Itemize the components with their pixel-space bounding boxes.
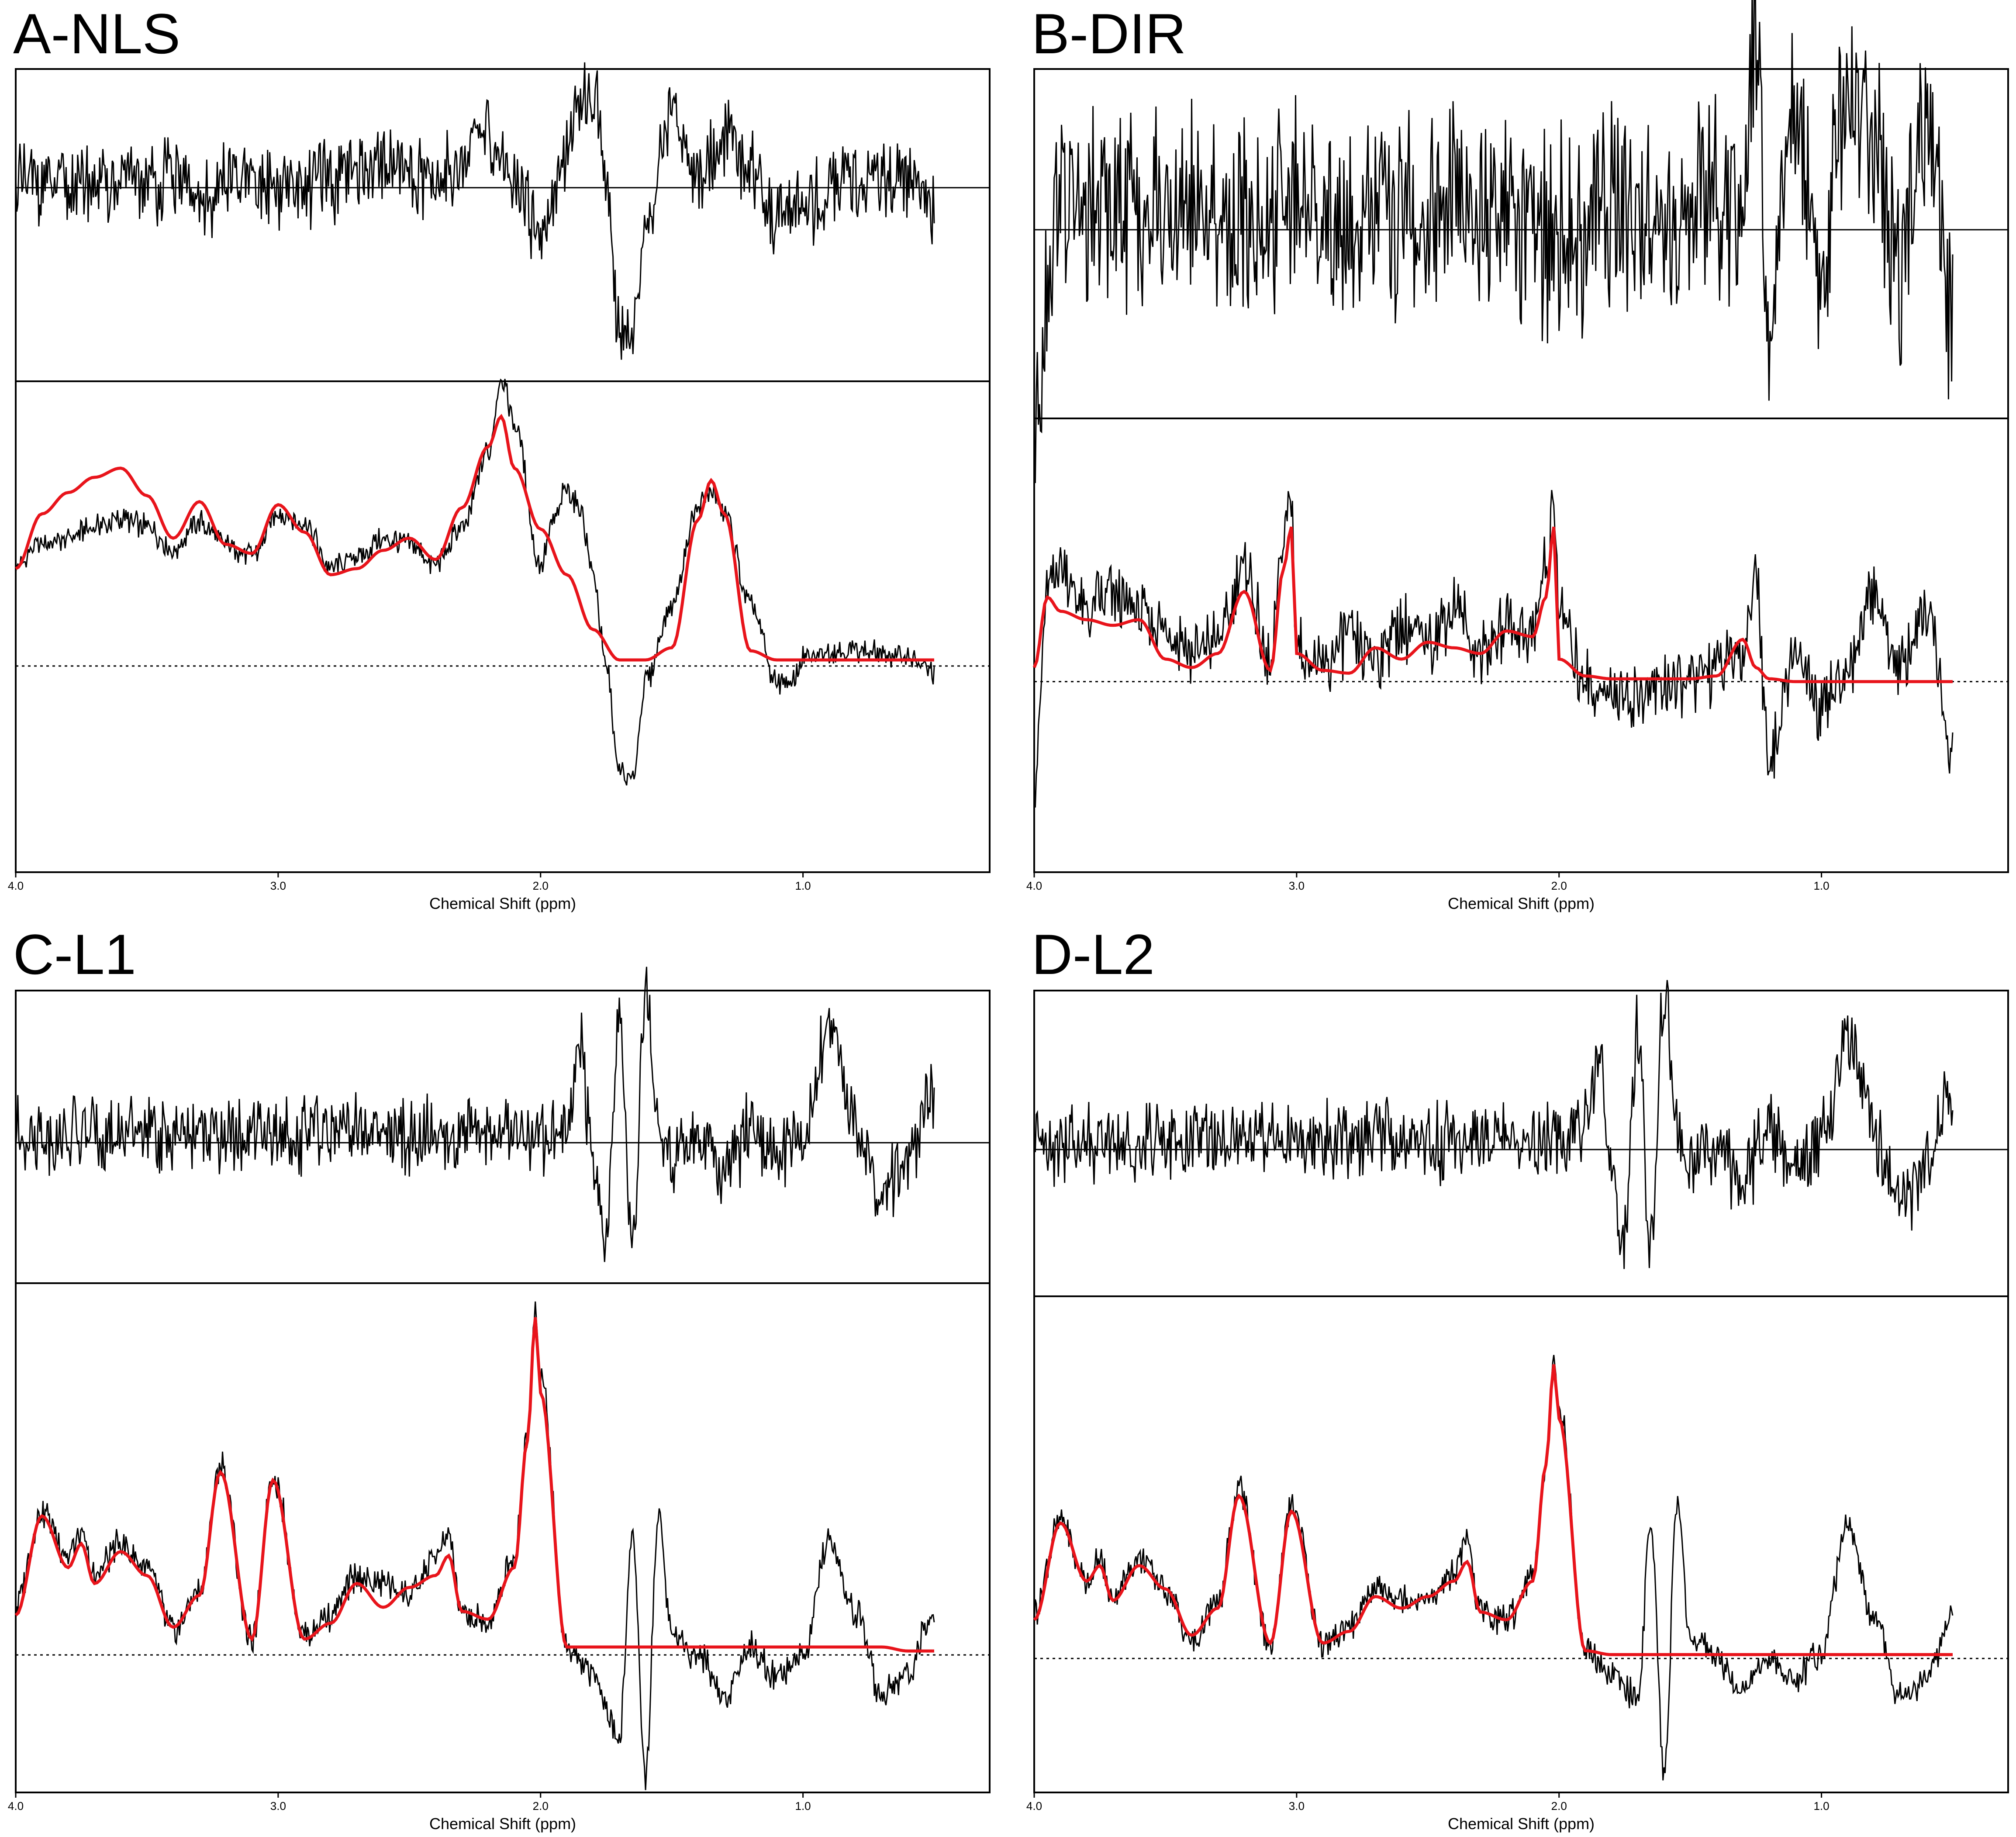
x-tick-label: 4.0 xyxy=(1026,879,1042,892)
residual-frame xyxy=(15,68,991,382)
spectrum-trace xyxy=(1033,490,1954,808)
panel-title: B-DIR xyxy=(1032,2,1186,66)
spectrum-frame xyxy=(15,1282,991,1793)
fit-curve xyxy=(14,1317,934,1653)
x-axis-title: Chemical Shift (ppm) xyxy=(1448,1815,1595,1833)
x-tick-label: 1.0 xyxy=(1814,879,1830,892)
spectrum-frame xyxy=(1033,1295,2009,1793)
x-tick-label: 4.0 xyxy=(1026,1799,1042,1813)
x-tick-label: 2.0 xyxy=(533,879,549,892)
panel-b-dir: B-DIR 4.0 3.0 2.0 1.0 Chemical Shift (ppm) xyxy=(1026,0,2009,912)
spectrum-trace xyxy=(15,1301,935,1790)
panel-title: C-L1 xyxy=(13,922,136,986)
x-axis-title: Chemical Shift (ppm) xyxy=(1448,894,1595,912)
fit-curve xyxy=(1033,1364,1953,1656)
x-tick-label: 1.0 xyxy=(795,1799,811,1813)
fit-curve xyxy=(1032,526,1953,684)
x-tick-label: 2.0 xyxy=(533,1799,549,1813)
x-tick-label: 2.0 xyxy=(1551,1799,1567,1813)
spectrum-trace xyxy=(15,378,935,786)
panel-d-l2: D-L2 4.0 3.0 2.0 1.0 Chemical Shift (ppm) xyxy=(1026,922,2009,1833)
x-tick-label: 1.0 xyxy=(795,879,811,892)
x-tick-label: 4.0 xyxy=(8,1799,24,1813)
fit-curve xyxy=(15,414,934,662)
panel-a-nls: A-NLS 4.0 3.0 2.0 1.0 Chemical Shift (ppm) xyxy=(8,2,991,912)
x-tick-label: 2.0 xyxy=(1551,879,1567,892)
panel-title: D-L2 xyxy=(1032,922,1155,986)
residual-trace xyxy=(1033,980,1954,1269)
spectrum-frame xyxy=(1033,418,2009,873)
x-tick-label: 3.0 xyxy=(1289,879,1305,892)
x-tick-label: 4.0 xyxy=(8,879,24,892)
x-tick-label: 1.0 xyxy=(1814,1799,1830,1813)
x-axis-title: Chemical Shift (ppm) xyxy=(429,1815,576,1833)
residual-trace xyxy=(15,62,935,360)
x-tick-label: 3.0 xyxy=(270,1799,286,1813)
spectrum-frame xyxy=(15,380,991,873)
x-tick-label: 3.0 xyxy=(1289,1799,1305,1813)
residual-trace xyxy=(1033,0,1954,483)
spectrum-trace xyxy=(1033,1355,1954,1781)
x-axis-title: Chemical Shift (ppm) xyxy=(429,894,576,912)
x-tick-label: 3.0 xyxy=(270,879,286,892)
panel-title: A-NLS xyxy=(13,2,180,66)
panel-c-l1: C-L1 4.0 3.0 2.0 1.0 Chemical Shift (ppm) xyxy=(8,922,991,1833)
residual-trace xyxy=(15,967,935,1262)
